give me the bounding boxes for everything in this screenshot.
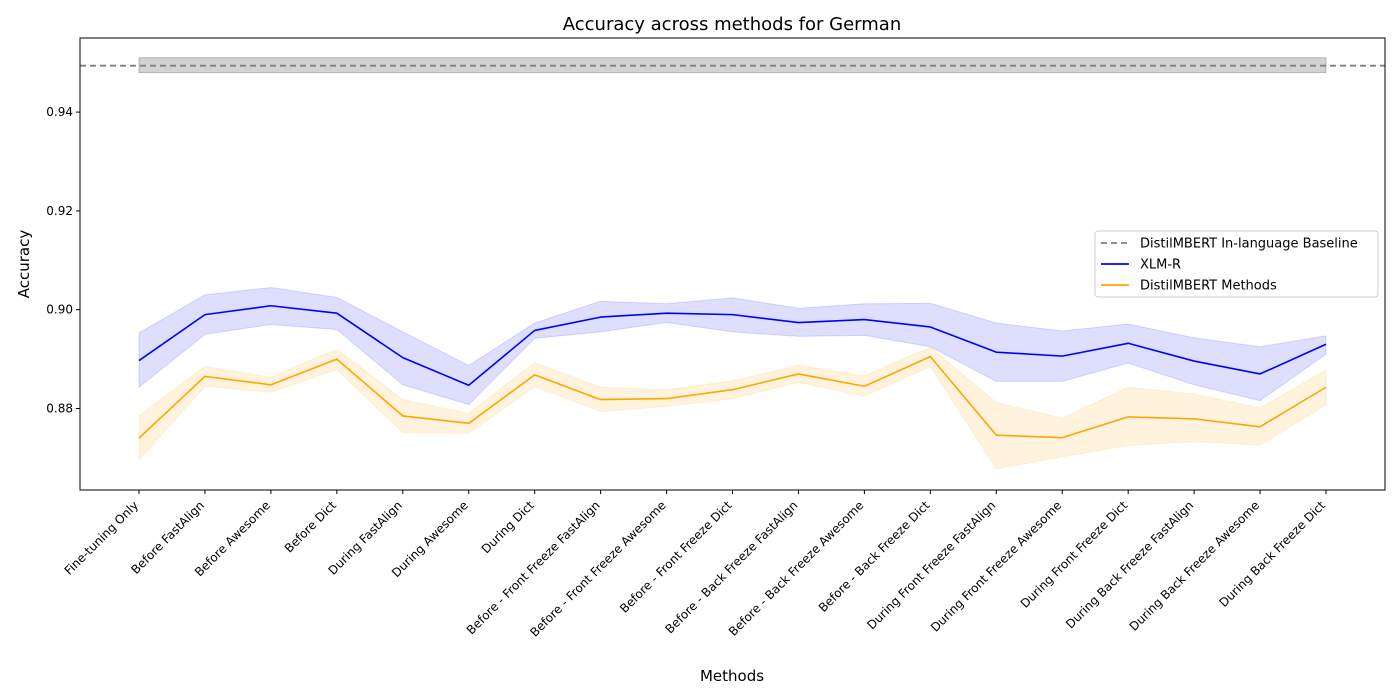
y-tick-label: 0.90 [46, 303, 73, 317]
legend: DistilMBERT In-language Baseline XLM-R Dis… [1094, 230, 1379, 298]
legend-label: DistilMBERT In-language Baseline [1140, 237, 1358, 252]
plot-area [80, 57, 1385, 470]
legend-box [1094, 230, 1379, 298]
y-tick-label: 0.92 [46, 204, 73, 218]
x-tick-label: Before - Front Freeze Awesome [527, 498, 668, 639]
x-tick-label: Before - Back Freeze Awesome [726, 498, 866, 638]
x-tick-label: During Front Freeze FastAlign [864, 498, 998, 632]
x-tick-label: Before - Back Freeze Dict [816, 498, 933, 615]
x-tick-label: During Front Freeze Awesome [928, 498, 1064, 634]
y-tick-label: 0.94 [46, 105, 73, 119]
x-tick-label: During Dict [479, 498, 537, 556]
x-axis-title: Methods [700, 667, 764, 685]
legend-label: DistilMBERT Methods [1140, 279, 1277, 294]
legend-label: XLM-R [1140, 258, 1181, 273]
x-tick-label: Before - Front Freeze FastAlign [464, 498, 603, 637]
series-2-line [138, 355, 1327, 439]
y-axis: 0.88 0.90 0.92 0.94 [46, 105, 80, 415]
x-tick-label: During Back Freeze FastAlign [1063, 498, 1196, 631]
x-tick-label: Before Dict [282, 498, 339, 555]
x-tick-label: During Back Freeze Dict [1216, 498, 1328, 610]
y-tick-label: 0.88 [46, 401, 73, 415]
series-1-line [138, 304, 1327, 387]
y-axis-title: Accuracy [15, 230, 33, 299]
x-tick-label: During Back Freeze Awesome [1127, 498, 1263, 634]
chart-title: Accuracy across methods for German [563, 14, 901, 35]
x-tick-label: During Front Freeze Dict [1018, 498, 1131, 611]
x-tick-label: Before - Front Freeze Dict [617, 498, 735, 616]
series-2-confidence-band [138, 346, 1327, 470]
series-1-confidence-band [138, 286, 1327, 406]
x-tick-label: Before - Back Freeze FastAlign [662, 498, 800, 636]
